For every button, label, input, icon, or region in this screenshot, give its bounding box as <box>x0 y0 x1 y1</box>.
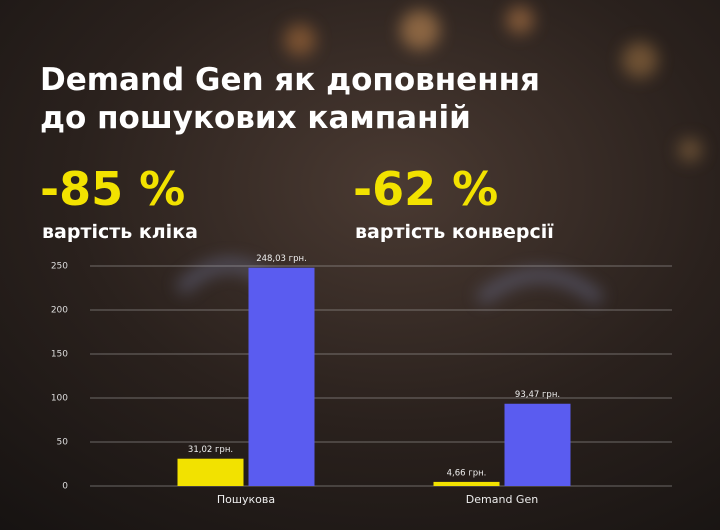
bar <box>504 403 571 486</box>
y-tick-label: 100 <box>51 394 68 404</box>
bar <box>433 481 500 486</box>
stat-caption: вартість конверсії <box>355 221 554 243</box>
y-tick-label: 150 <box>51 350 68 360</box>
bokeh <box>175 6 702 306</box>
value-label: 93,47 грн. <box>515 390 560 400</box>
title-line: Demand Gen як доповнення <box>40 62 540 98</box>
title-line: до пошукових кампаній <box>40 100 471 136</box>
stat-value: -85 % <box>40 162 185 216</box>
y-tick-label: 250 <box>51 262 68 272</box>
value-label: 31,02 грн. <box>188 445 233 455</box>
y-tick-label: 0 <box>62 482 68 492</box>
y-tick-label: 50 <box>57 438 69 448</box>
bar <box>177 458 244 486</box>
bar <box>248 267 315 486</box>
x-tick-label: Пошукова <box>217 493 275 506</box>
y-tick-label: 200 <box>51 306 68 316</box>
value-label: 4,66 грн. <box>447 468 487 478</box>
value-label: 248,03 грн. <box>256 254 307 264</box>
stat-value: -62 % <box>353 162 498 216</box>
x-tick-label: Demand Gen <box>466 493 538 506</box>
stat-caption: вартість кліка <box>42 221 198 243</box>
